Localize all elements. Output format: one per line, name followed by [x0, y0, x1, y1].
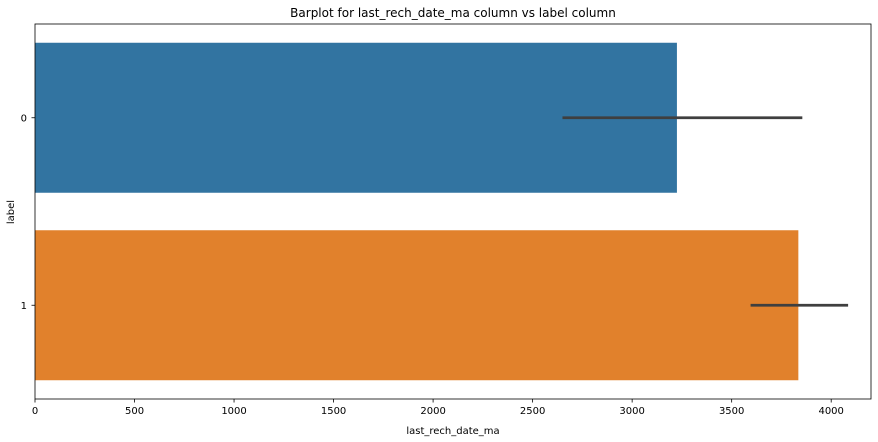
x-axis-label: last_rech_date_ma	[406, 426, 499, 437]
plot-frame	[34, 23, 872, 400]
x-tick-label: 3000	[619, 406, 644, 417]
bar-label-1	[35, 230, 799, 381]
x-tick-label: 4000	[818, 406, 843, 417]
y-axis-label: label	[6, 200, 17, 224]
y-tick-label: 1	[21, 301, 27, 312]
x-tick-label: 1000	[221, 406, 246, 417]
x-axis: 0 500 1000 1500 2000 2500 3000 3500 4000	[32, 399, 844, 417]
chart-title: Barplot for last_rech_date_ma column vs …	[290, 6, 616, 20]
y-axis: 01	[21, 113, 35, 312]
y-tick-label: 0	[21, 113, 27, 124]
x-tick-label: 2500	[520, 406, 545, 417]
x-tick-label: 3500	[719, 406, 744, 417]
x-tick-label: 1500	[321, 406, 346, 417]
x-tick-label: 500	[125, 406, 144, 417]
x-tick-label: 2000	[420, 406, 445, 417]
x-tick-label: 0	[32, 406, 38, 417]
plot-area	[35, 42, 849, 381]
